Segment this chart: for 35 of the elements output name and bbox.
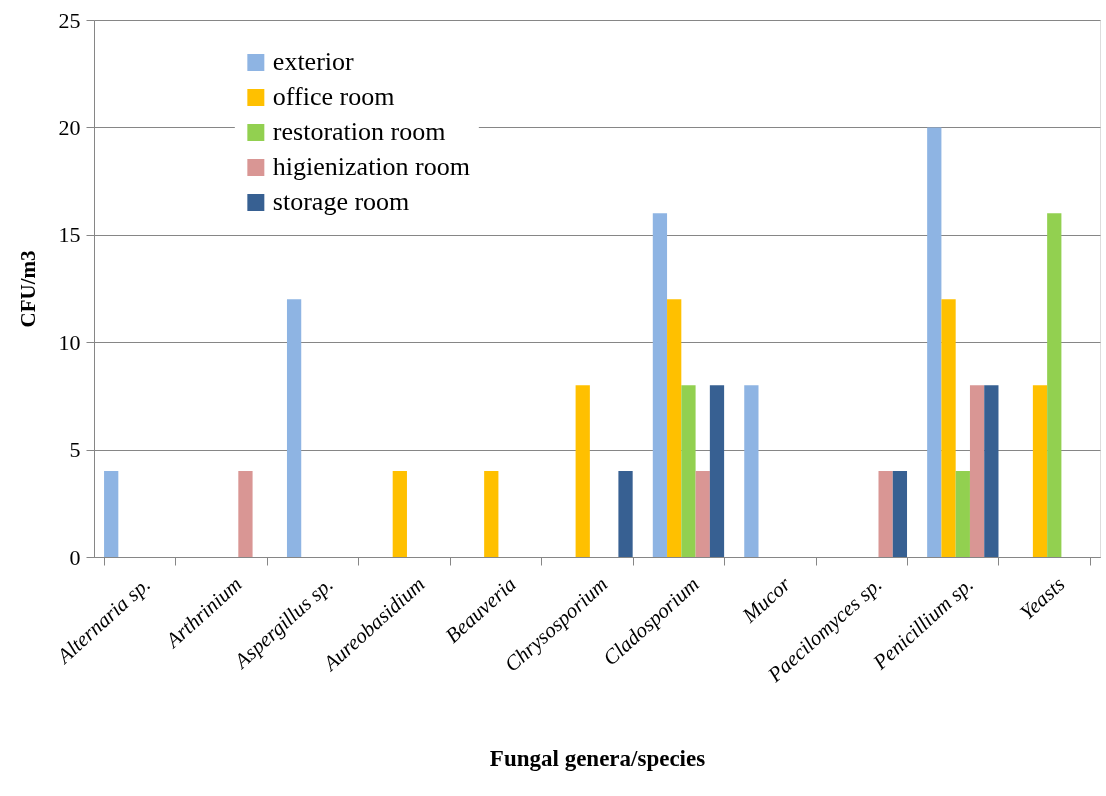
bar	[892, 471, 908, 557]
bar	[575, 385, 590, 557]
y-tick-label: 25	[58, 7, 81, 33]
y-tick-label: 20	[58, 114, 81, 140]
bar	[969, 385, 985, 557]
bar	[1047, 213, 1062, 557]
bar	[878, 471, 893, 557]
bar	[392, 471, 407, 557]
legend-label: storage room	[272, 187, 410, 217]
bar	[667, 299, 682, 557]
bar	[695, 471, 710, 557]
bar	[984, 385, 999, 557]
bar	[484, 471, 499, 557]
legend-label: office room	[272, 82, 395, 112]
bar	[927, 127, 942, 557]
bar	[941, 299, 956, 557]
y-axis-title: CFU/m3	[15, 250, 40, 328]
bar	[955, 471, 970, 557]
bar	[652, 213, 668, 557]
bar	[286, 299, 302, 557]
legend-label: exterior	[272, 47, 355, 77]
bar	[681, 385, 696, 557]
legend-label: restoration room	[272, 117, 446, 147]
bar	[709, 385, 725, 557]
y-tick-label: 15	[58, 222, 81, 248]
bar	[238, 471, 253, 557]
y-tick-label: 0	[69, 544, 81, 570]
bar	[104, 471, 119, 557]
bar	[744, 385, 759, 557]
y-tick-label: 5	[69, 437, 81, 463]
legend-label: higienization room	[272, 152, 470, 182]
bar	[1032, 385, 1048, 557]
y-tick-label: 10	[58, 329, 81, 355]
x-axis-title: Fungal genera/species	[489, 745, 706, 771]
bar	[618, 471, 633, 557]
